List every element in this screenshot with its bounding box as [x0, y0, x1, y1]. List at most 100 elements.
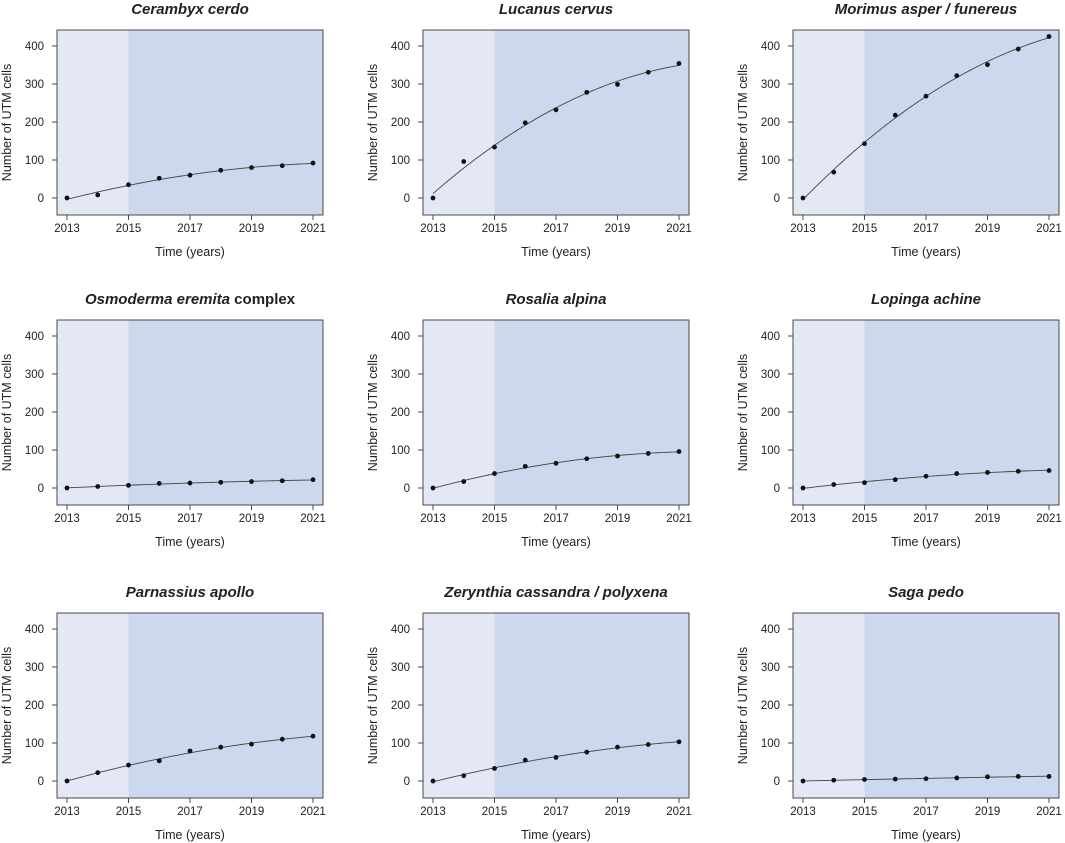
x-axis-label: Time (years) [155, 828, 225, 842]
y-tick-label: 0 [38, 193, 44, 205]
y-tick-label: 200 [25, 117, 44, 129]
x-axis-label: Time (years) [891, 828, 961, 842]
x-tick-label: 2019 [239, 223, 265, 235]
x-tick-label: 2019 [605, 806, 631, 818]
x-axis-label: Time (years) [521, 245, 591, 259]
y-tick-label: 200 [761, 700, 780, 712]
data-point [985, 62, 990, 68]
data-point [923, 776, 929, 782]
chart-title-italic: Rosalia alpina [506, 291, 607, 308]
x-tick-label: 2015 [852, 223, 878, 235]
data-point [1015, 468, 1021, 474]
x-tick-label: 2017 [913, 223, 939, 235]
x-tick-label: 2021 [300, 513, 326, 525]
x-tick-label: 2015 [116, 223, 142, 235]
data-point [218, 167, 224, 173]
x-tick-label: 2017 [543, 513, 569, 525]
data-point [892, 776, 898, 782]
late-period-shading [864, 320, 1059, 505]
y-tick-label: 400 [391, 331, 410, 343]
data-point [492, 471, 497, 476]
data-point [800, 195, 806, 201]
x-tick-label: 2015 [482, 513, 508, 525]
y-tick-label: 300 [391, 662, 410, 674]
data-point [156, 175, 162, 181]
y-tick-label: 300 [391, 79, 410, 91]
y-axis-label: Number of UTM cells [366, 647, 380, 764]
data-point [831, 482, 837, 487]
y-tick-label: 300 [761, 662, 780, 674]
chart-title: Rosalia alpina [506, 291, 607, 308]
y-tick-label: 400 [25, 624, 44, 636]
y-tick-label: 100 [761, 738, 780, 750]
data-point [1015, 774, 1021, 779]
y-axis-label: Number of UTM cells [0, 647, 14, 764]
x-tick-label: 2015 [482, 806, 508, 818]
y-tick-label: 0 [404, 776, 410, 788]
y-tick-label: 200 [391, 117, 410, 129]
data-point [923, 473, 929, 479]
chart-title: Morimus asper / funereus [835, 1, 1018, 18]
y-tick-label: 100 [761, 445, 780, 457]
y-tick-label: 0 [404, 193, 410, 205]
data-point [430, 778, 436, 784]
data-point [831, 169, 837, 175]
late-period-shading [128, 613, 323, 798]
late-period-shading [128, 30, 323, 215]
y-tick-label: 100 [761, 155, 780, 167]
y-axis-label: Number of UTM cells [736, 354, 750, 471]
x-tick-label: 2013 [790, 806, 816, 818]
data-point [461, 159, 467, 164]
x-tick-label: 2017 [177, 223, 203, 235]
y-tick-label: 400 [761, 624, 780, 636]
y-tick-label: 400 [761, 331, 780, 343]
data-point [923, 93, 929, 99]
chart-title-italic: Parnassius apollo [126, 584, 254, 601]
data-point [310, 733, 316, 739]
chart-title: Osmoderma eremita complex [85, 291, 296, 308]
early-period-shading [57, 613, 129, 798]
x-tick-label: 2013 [790, 513, 816, 525]
y-tick-label: 400 [391, 624, 410, 636]
data-point [249, 741, 254, 747]
x-tick-label: 2021 [1036, 223, 1062, 235]
y-axis-label: Number of UTM cells [736, 647, 750, 764]
y-axis-label: Number of UTM cells [366, 64, 380, 181]
data-point [676, 739, 682, 745]
y-tick-label: 100 [25, 155, 44, 167]
data-point [522, 757, 528, 763]
data-point [676, 61, 682, 66]
data-point [615, 744, 620, 750]
data-point [1046, 468, 1052, 473]
data-point [862, 777, 867, 782]
y-tick-label: 400 [391, 41, 410, 53]
late-period-shading [864, 613, 1059, 798]
early-period-shading [423, 30, 495, 215]
x-tick-label: 2015 [116, 806, 142, 818]
data-point [522, 120, 528, 126]
x-tick-label: 2019 [975, 513, 1001, 525]
x-tick-label: 2013 [420, 223, 446, 235]
y-axis-label: Number of UTM cells [736, 64, 750, 181]
x-tick-label: 2017 [177, 806, 203, 818]
data-point [615, 453, 620, 459]
chart-panel: Zerynthia cassandra / polyxena 0 100 200 300… [366, 584, 692, 842]
data-point [95, 770, 101, 776]
x-tick-label: 2019 [605, 513, 631, 525]
data-point [187, 748, 193, 754]
y-axis-label: Number of UTM cells [0, 354, 14, 471]
y-tick-label: 0 [774, 193, 780, 205]
chart-title-italic: Cerambyx cerdo [131, 1, 249, 18]
chart-title-italic: Morimus asper / funereus [835, 1, 1018, 18]
data-point [800, 778, 806, 784]
y-tick-label: 200 [25, 700, 44, 712]
data-point [310, 477, 316, 483]
data-point [831, 777, 837, 783]
y-tick-label: 0 [38, 483, 44, 495]
x-tick-label: 2021 [300, 806, 326, 818]
data-point [430, 485, 436, 491]
data-point [126, 182, 131, 188]
early-period-shading [793, 613, 865, 798]
x-axis-label: Time (years) [521, 535, 591, 549]
